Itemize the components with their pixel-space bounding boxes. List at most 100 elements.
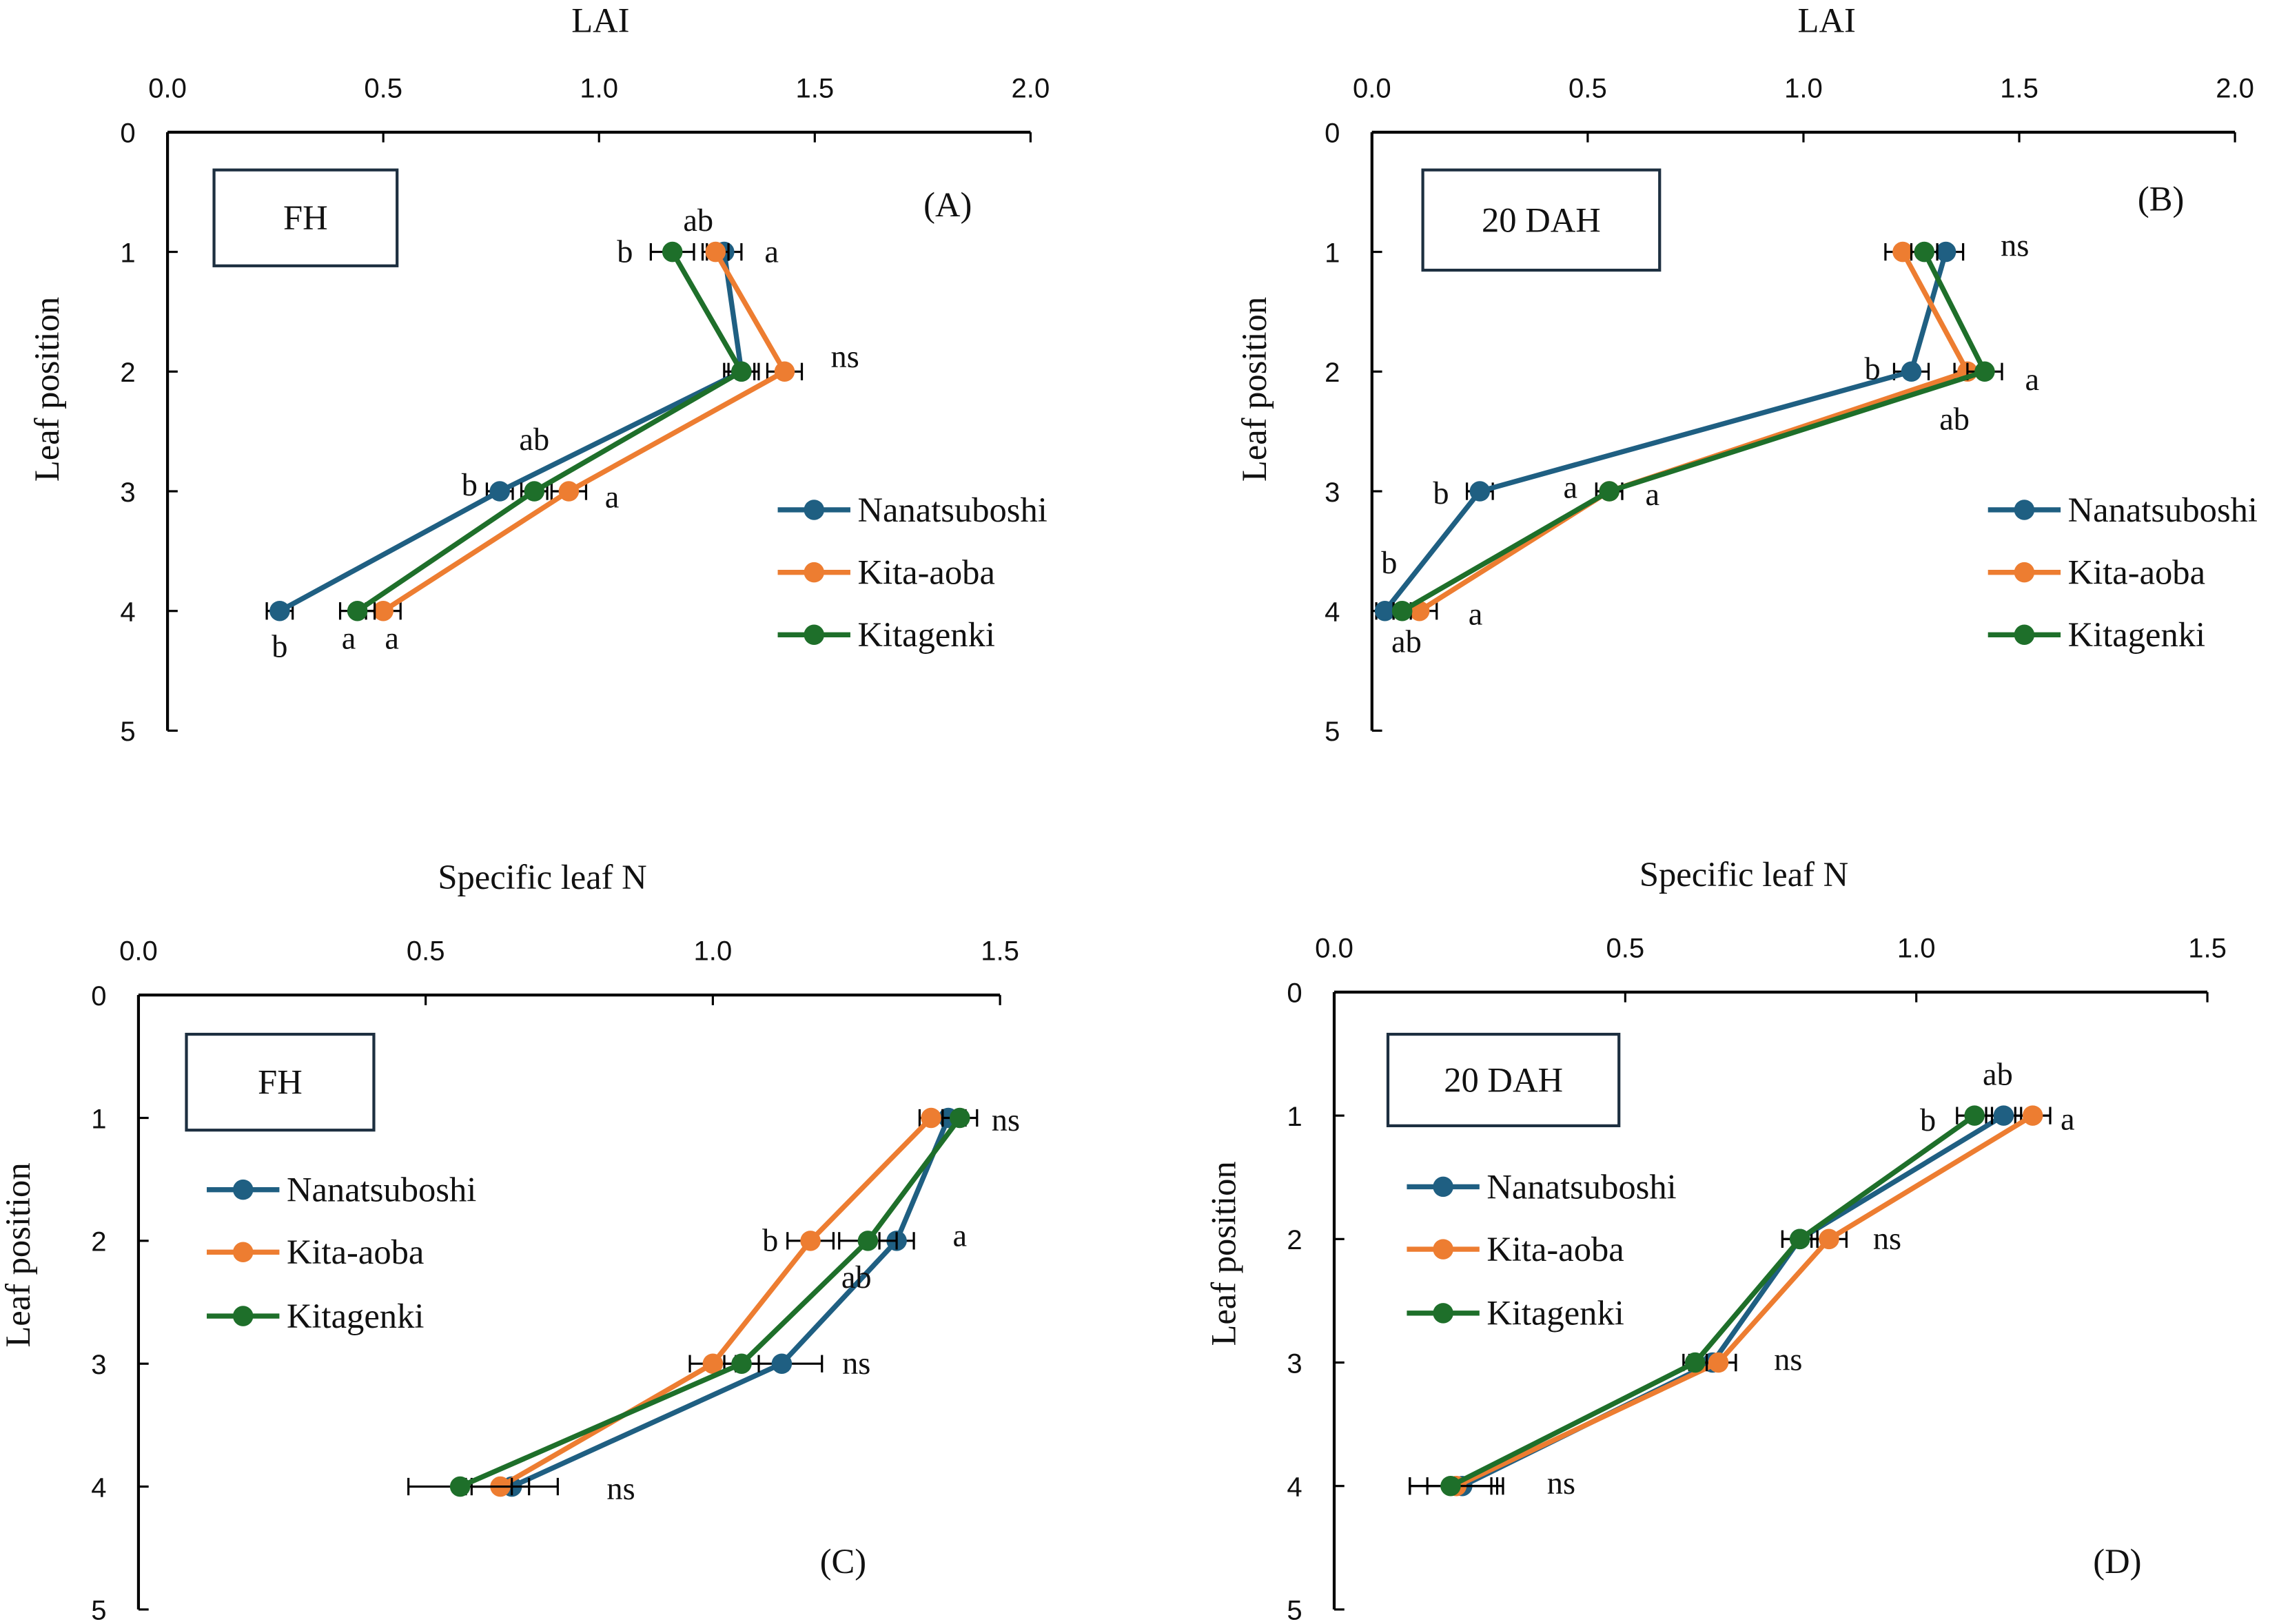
y-tick-label: 2 — [1325, 358, 1340, 388]
y-tick-label: 1 — [91, 1104, 106, 1134]
data-point — [269, 600, 290, 621]
x-tick-label: 0.0 — [148, 73, 187, 103]
significance-label: ab — [1939, 402, 1970, 438]
chart-title: 20 DAH — [1482, 201, 1601, 239]
legend-item: Kita-aoba — [1987, 553, 2205, 592]
legend-label: Kitagenki — [2068, 615, 2205, 654]
significance-label: ab — [519, 422, 549, 458]
significance-label: a — [1469, 597, 1483, 633]
data-point — [1391, 600, 1413, 621]
series-kitagenki — [1409, 1105, 1994, 1497]
significance-label: ab — [683, 203, 713, 238]
significance-label: b — [1433, 476, 1449, 511]
x-tick-label: 1.0 — [1897, 933, 1936, 963]
significance-label: a — [342, 621, 356, 656]
y-tick-label: 5 — [1287, 1596, 1302, 1624]
significance-label: b — [462, 468, 478, 503]
y-tick-label: 4 — [91, 1472, 106, 1503]
series-line — [1449, 1113, 1976, 1489]
y-tick-label: 5 — [120, 717, 135, 747]
y-tick-label: 4 — [1325, 597, 1340, 627]
panel-label: (A) — [923, 185, 972, 224]
significance-label: ns — [992, 1103, 1020, 1138]
legend-swatch-marker — [2014, 624, 2035, 646]
significance-label: b — [617, 234, 633, 269]
data-point — [558, 481, 580, 502]
data-point — [1440, 1475, 1461, 1497]
panel-label: (B) — [2138, 180, 2184, 218]
series-nanatsuboshi — [1374, 241, 1965, 621]
legend-item: Kitagenki — [777, 615, 995, 654]
significance-label: ns — [842, 1346, 870, 1381]
series-line — [459, 1116, 962, 1489]
legend-swatch-marker — [804, 624, 825, 646]
legend-label: Kita-aoba — [858, 553, 995, 592]
legend-label: Nanatsuboshi — [858, 491, 1047, 529]
significance-label: a — [952, 1218, 967, 1253]
significance-label: a — [2025, 362, 2040, 398]
x-tick-label: 1.0 — [580, 73, 618, 103]
data-point — [950, 1107, 970, 1129]
data-point — [347, 600, 368, 621]
significance-label: b — [272, 630, 287, 665]
significance-label: a — [385, 621, 399, 656]
data-point — [1708, 1352, 1729, 1373]
y-axis-title: Leaf position — [28, 297, 66, 482]
data-point — [1892, 241, 1913, 263]
data-point — [1469, 481, 1491, 502]
y-tick-label: 0 — [1287, 978, 1302, 1009]
legend-item: Nanatsuboshi — [207, 1171, 476, 1209]
data-point — [1964, 1105, 1985, 1126]
series-line — [356, 250, 745, 613]
x-tick-label: 2.0 — [2216, 73, 2254, 103]
series-nanatsuboshi — [464, 1107, 967, 1497]
x-tick-label: 1.5 — [2000, 73, 2038, 103]
y-tick-label: 3 — [91, 1350, 106, 1380]
legend-item: Kitagenki — [1987, 615, 2205, 654]
chart-panel-d: 0.0 0.5 1.0 1.5 0 1 2 3 4 5 Specific leaf N Leaf po… — [1205, 855, 2227, 1624]
y-axis-title: Leaf position — [0, 1162, 37, 1347]
data-point — [524, 481, 545, 502]
series-line — [1418, 250, 1972, 613]
legend-swatch-marker — [804, 500, 825, 520]
legend-label: Kitagenki — [1486, 1294, 1624, 1333]
significance-label: b — [1920, 1103, 1936, 1138]
legend-item: Nanatsuboshi — [1987, 491, 2258, 529]
significance-label: ns — [606, 1472, 635, 1507]
chart-title: 20 DAH — [1444, 1060, 1563, 1099]
y-axis-title: Leaf position — [1235, 297, 1274, 482]
x-tick-label: 0.0 — [1315, 933, 1353, 963]
y-tick-label: 4 — [1287, 1472, 1302, 1502]
data-point — [2022, 1105, 2043, 1126]
x-tick-label: 0.0 — [1353, 73, 1391, 103]
legend-label: Nanatsuboshi — [287, 1171, 476, 1209]
chart-panel-a: 0.0 0.5 1.0 1.5 2.0 0 1 2 3 4 5 LAI Leaf position FH (… — [28, 1, 1050, 747]
x-tick-label: 0.5 — [364, 73, 402, 103]
x-axis-title: Specific leaf N — [438, 858, 646, 896]
data-point — [857, 1231, 879, 1251]
legend-label: Kitagenki — [287, 1297, 424, 1335]
data-point — [800, 1231, 821, 1251]
series-line — [511, 1117, 951, 1489]
y-tick-label: 0 — [1325, 119, 1340, 149]
legend-swatch-marker — [2014, 562, 2035, 583]
x-tick-label: 1.5 — [981, 936, 1019, 967]
y-tick-label: 0 — [91, 981, 106, 1011]
y-tick-label: 1 — [1287, 1102, 1302, 1132]
series-line — [1400, 250, 1989, 613]
y-tick-label: 3 — [1287, 1348, 1302, 1379]
title-box — [1386, 1032, 1621, 1127]
series-line — [382, 250, 788, 613]
significance-label: b — [1865, 352, 1881, 387]
panel-label: (C) — [820, 1542, 866, 1581]
legend-label: Nanatsuboshi — [1486, 1167, 1676, 1206]
legend-item: Kita-aoba — [207, 1233, 424, 1271]
y-tick-label: 2 — [91, 1227, 106, 1257]
series-nanatsuboshi — [265, 241, 760, 621]
legend-label: Kita-aoba — [287, 1233, 424, 1271]
legend-label: Nanatsuboshi — [2068, 491, 2258, 529]
data-point — [731, 361, 752, 382]
data-point — [774, 361, 795, 382]
legend-swatch-marker — [1433, 1239, 1453, 1260]
